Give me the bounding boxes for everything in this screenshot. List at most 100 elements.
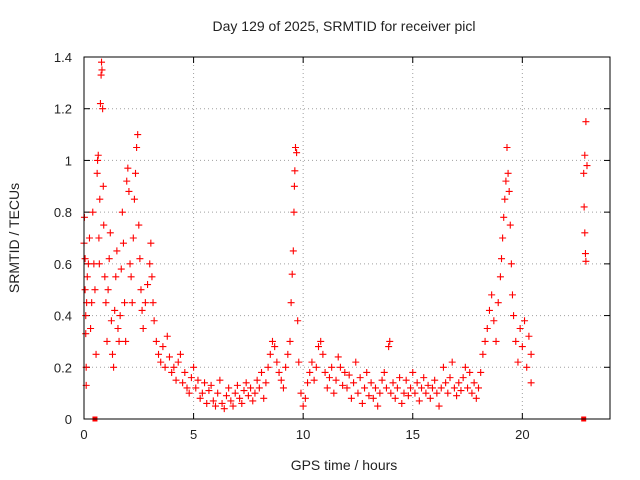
- data-point: [218, 399, 226, 407]
- data-point: [334, 353, 342, 361]
- data-point: [459, 374, 467, 382]
- data-point: [328, 363, 336, 371]
- data-point: [461, 363, 469, 371]
- data-point: [155, 350, 163, 358]
- x-tick-label: 20: [515, 427, 529, 442]
- data-point: [404, 392, 412, 400]
- data-point: [407, 384, 415, 392]
- data-point: [506, 221, 514, 229]
- data-point: [387, 389, 395, 397]
- data-point: [255, 384, 263, 392]
- data-point: [108, 350, 116, 358]
- data-point: [310, 376, 318, 384]
- data-point: [306, 368, 314, 376]
- data-point: [317, 337, 325, 345]
- data-point: [507, 260, 515, 268]
- data-point: [231, 389, 239, 397]
- data-point: [450, 384, 458, 392]
- axis-ticks: 0 5 10 15 20 0 0.2 0.4 0.6 0.8 1 1.2 1.4: [54, 50, 610, 442]
- data-point: [415, 397, 423, 405]
- data-point: [157, 358, 165, 366]
- data-point: [475, 384, 482, 392]
- grid: [84, 57, 610, 419]
- x-axis-label: GPS time / hours: [291, 457, 398, 473]
- data-point: [201, 379, 209, 387]
- data-point: [98, 66, 106, 74]
- data-point: [277, 376, 285, 384]
- data-point: [113, 247, 121, 255]
- data-point: [358, 399, 366, 407]
- data-point: [258, 368, 266, 376]
- data-point: [168, 368, 176, 376]
- data-point: [490, 317, 498, 325]
- data-point: [418, 384, 426, 392]
- data-point: [275, 368, 283, 376]
- data-point: [161, 363, 169, 371]
- x-tick-label: 15: [406, 427, 420, 442]
- data-point: [122, 337, 130, 345]
- data-point: [371, 384, 379, 392]
- data-point: [382, 384, 390, 392]
- data-point: [350, 379, 358, 387]
- data-point: [508, 291, 516, 299]
- y-axis-label: SRMTID / TECUs: [6, 183, 22, 293]
- data-point: [132, 169, 140, 177]
- data-point: [125, 187, 133, 195]
- data-point: [286, 337, 294, 345]
- data-point: [498, 255, 506, 263]
- data-point: [502, 177, 510, 185]
- data-point: [121, 299, 129, 307]
- data-point: [581, 151, 589, 159]
- data-point: [128, 299, 136, 307]
- data-point: [212, 402, 219, 410]
- data-point: [422, 389, 430, 397]
- data-point: [527, 379, 535, 387]
- data-point: [94, 156, 102, 164]
- data-point: [127, 273, 135, 281]
- data-point: [196, 394, 204, 402]
- data-point: [134, 131, 142, 139]
- data-point: [97, 71, 105, 79]
- data-point: [148, 273, 156, 281]
- data-point: [112, 273, 120, 281]
- data-point: [369, 394, 377, 402]
- data-point: [426, 394, 434, 402]
- data-point: [455, 379, 463, 387]
- data-point: [101, 273, 109, 281]
- data-point: [294, 317, 302, 325]
- data-point: [396, 374, 404, 382]
- data-point: [129, 234, 137, 242]
- data-point: [386, 337, 394, 345]
- data-point: [347, 394, 355, 402]
- data-point: [190, 363, 198, 371]
- data-point: [336, 363, 344, 371]
- data-point: [411, 389, 419, 397]
- data-point: [295, 358, 303, 366]
- data-point: [279, 384, 287, 392]
- data-point: [152, 337, 160, 345]
- data-point: [111, 306, 119, 314]
- data-point: [492, 337, 500, 345]
- data-point: [139, 325, 147, 332]
- data-point: [251, 389, 259, 397]
- x-tick-label: 10: [296, 427, 310, 442]
- data-point: [104, 286, 112, 294]
- data-point: [512, 337, 520, 345]
- data-point: [115, 337, 123, 345]
- y-tick-label: 1.2: [54, 102, 72, 117]
- data-point: [284, 350, 292, 358]
- data-point: [468, 389, 476, 397]
- data-point: [448, 358, 456, 366]
- data-point: [100, 221, 108, 229]
- data-points: [80, 58, 591, 422]
- data-point: [144, 281, 152, 289]
- data-point: [222, 392, 230, 400]
- data-point: [91, 286, 99, 294]
- data-point: [466, 368, 474, 376]
- data-point: [119, 239, 127, 247]
- data-point: [472, 394, 480, 402]
- data-point: [133, 144, 141, 151]
- data-point: [271, 343, 279, 351]
- y-tick-label: 0: [65, 412, 72, 427]
